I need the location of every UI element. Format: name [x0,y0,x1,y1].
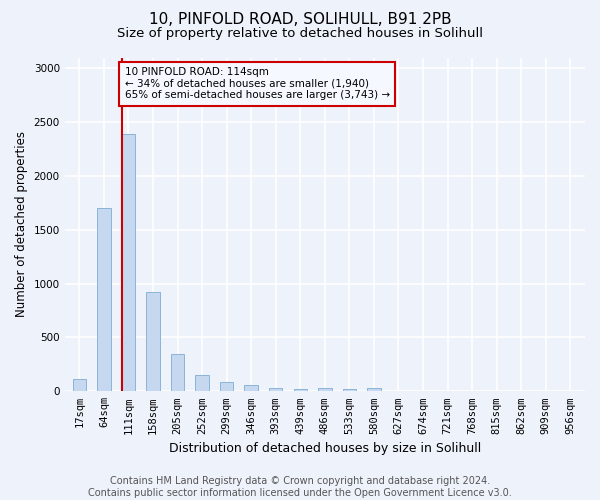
Bar [244,386,258,392]
Bar [122,134,135,392]
Text: Size of property relative to detached houses in Solihull: Size of property relative to detached ho… [117,28,483,40]
Bar [220,382,233,392]
Y-axis label: Number of detached properties: Number of detached properties [15,132,28,318]
Bar [318,388,332,392]
Bar [146,292,160,392]
Bar [97,208,110,392]
X-axis label: Distribution of detached houses by size in Solihull: Distribution of detached houses by size … [169,442,481,455]
Text: Contains HM Land Registry data © Crown copyright and database right 2024.
Contai: Contains HM Land Registry data © Crown c… [88,476,512,498]
Bar [343,388,356,392]
Bar [269,388,283,392]
Text: 10 PINFOLD ROAD: 114sqm
← 34% of detached houses are smaller (1,940)
65% of semi: 10 PINFOLD ROAD: 114sqm ← 34% of detache… [125,67,390,100]
Bar [171,354,184,392]
Bar [73,379,86,392]
Text: 10, PINFOLD ROAD, SOLIHULL, B91 2PB: 10, PINFOLD ROAD, SOLIHULL, B91 2PB [149,12,451,28]
Bar [293,390,307,392]
Bar [196,374,209,392]
Bar [367,388,380,392]
